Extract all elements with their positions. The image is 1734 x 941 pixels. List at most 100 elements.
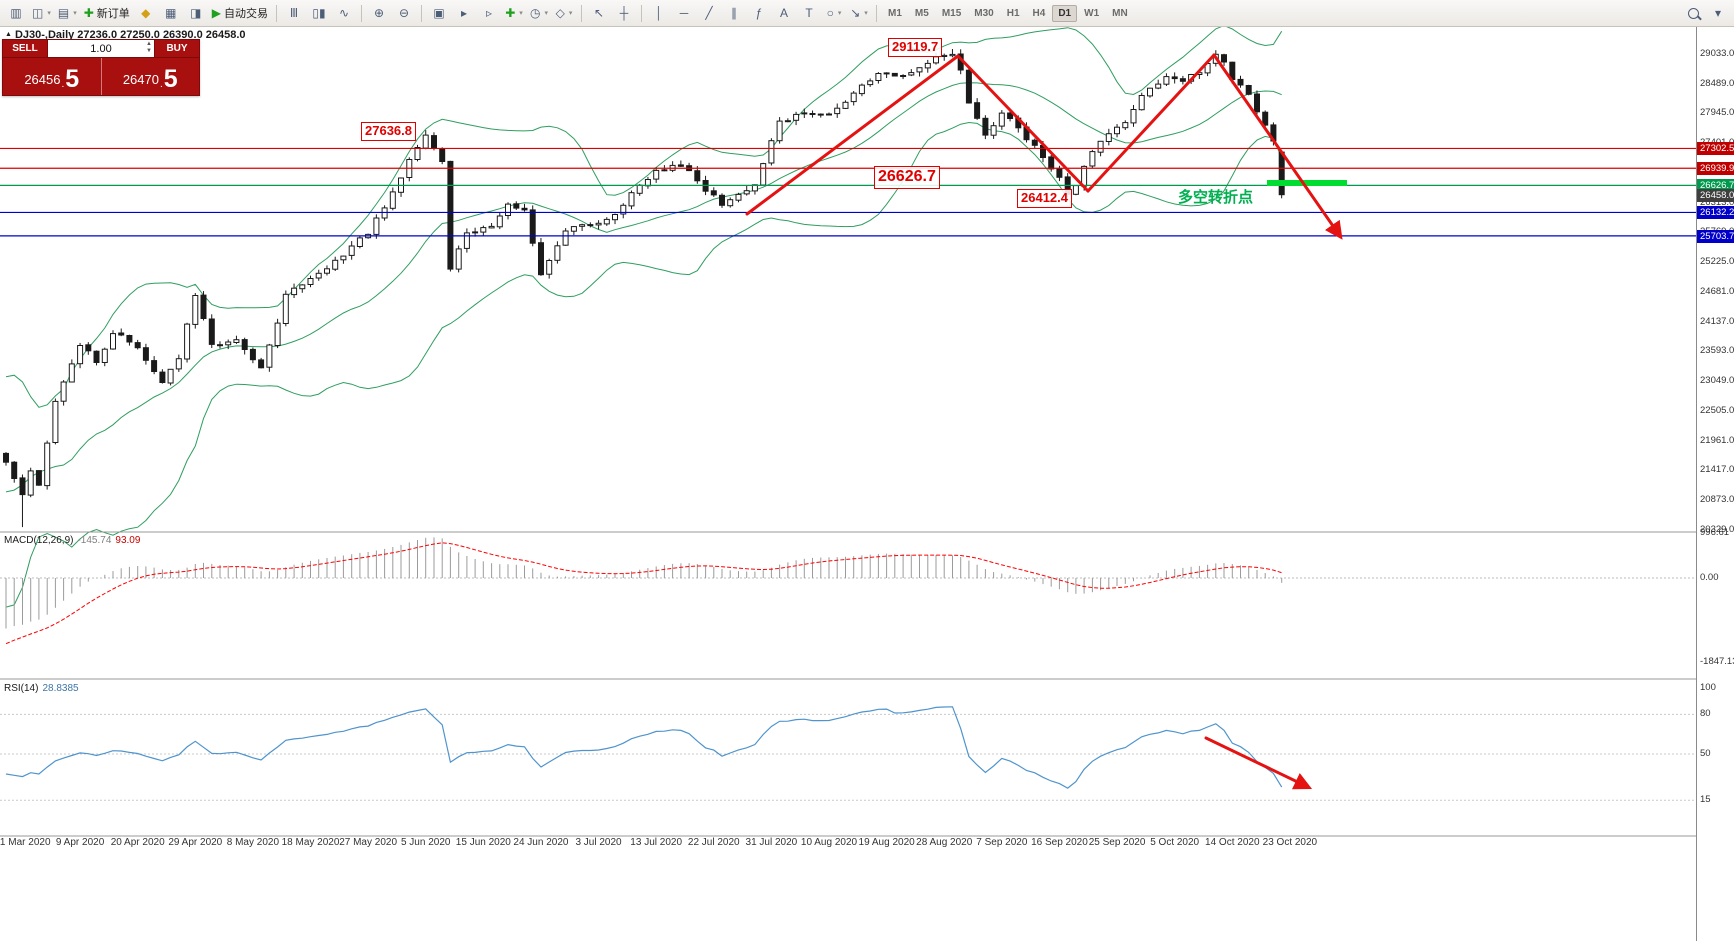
price-divider (100, 58, 102, 95)
add-indicator-icon[interactable]: ✚ ▾ (505, 6, 523, 20)
autotrade-button[interactable]: ▶ 自动交易 (211, 6, 269, 20)
zoom-in-icon[interactable]: ⊕ (373, 6, 385, 20)
annotation-price-label: 26626.7 (874, 166, 940, 189)
profiles-icon[interactable]: ▤ ▾ (57, 6, 77, 20)
price-axis-tick: 21417.0 (1700, 464, 1734, 476)
macd-value: -145.74 (77, 535, 112, 546)
volume-value: 1.00 (90, 42, 112, 55)
new-order-button[interactable]: ✚ 新订单 (83, 6, 130, 20)
mql5-community-icon[interactable]: ◆ (141, 6, 151, 20)
tile-windows-icon[interactable]: ▣ (433, 6, 445, 20)
date-label: 20 Apr 2020 (110, 837, 165, 848)
rsi-label: RSI(14) 28.8385 (4, 683, 79, 694)
volume-input[interactable]: 1.00 ▲ ▼ (47, 40, 155, 57)
search-icon[interactable] (1681, 3, 1705, 23)
chart-shift-icon[interactable]: ▹ (486, 6, 493, 20)
rsi-axis-tick: 15 (1700, 794, 1711, 806)
horizontal-level-lines (0, 147, 1696, 237)
price-tag: 25703.7 (1697, 229, 1734, 243)
price-axis-tick: 28489.0 (1700, 77, 1734, 89)
cursor-icon[interactable]: ↖ (593, 6, 605, 20)
rsi-down-arrow (1204, 736, 1313, 790)
crosshair-icon[interactable]: ┼ (619, 6, 629, 20)
market-watch-icon[interactable]: ▦ (165, 6, 177, 20)
new-chart-icon[interactable]: ◫ ▾ (32, 6, 51, 20)
macd-axis-tick: 996.61 (1700, 526, 1730, 538)
date-label: 10 Aug 2020 (800, 837, 858, 848)
equidistant-channel-icon[interactable]: ∥ (731, 6, 738, 20)
price-axis-tick: 20329.0 (1700, 523, 1734, 535)
price-tag: 26939.9 (1697, 162, 1734, 176)
volume-down-icon[interactable]: ▼ (146, 48, 152, 54)
date-label: 5 Jun 2020 (400, 837, 451, 848)
horizontal-line-icon[interactable]: ─ (679, 6, 689, 20)
fibonacci-icon[interactable]: ƒ (755, 6, 763, 20)
sell-button[interactable]: SELL (3, 40, 47, 57)
buy-price-button[interactable]: 26470. 5 (102, 58, 200, 95)
timeframe-m5[interactable]: M5 (914, 7, 929, 19)
price-axis-tick: 23049.0 (1700, 375, 1734, 387)
periods-icon[interactable]: ◷ ▾ (530, 6, 549, 20)
date-label: 19 Aug 2020 (858, 837, 915, 848)
price-axis-tick: 29033.0 (1700, 47, 1734, 59)
buy-price-pip: 5 (163, 65, 178, 93)
templates-icon[interactable]: ◇ ▾ (555, 6, 573, 20)
rsi-axis-tick: 50 (1700, 748, 1711, 759)
volume-up-icon[interactable]: ▲ (146, 41, 152, 47)
timeframe-m15[interactable]: M15 (941, 7, 962, 19)
date-label: 14 Oct 2020 (1205, 837, 1260, 848)
arrows-icon[interactable]: ↘ ▾ (850, 6, 868, 20)
price-chart-canvas[interactable] (0, 26, 1696, 941)
shapes-icon[interactable]: ○ ▾ (826, 6, 842, 20)
text-label-icon[interactable]: T (805, 6, 813, 20)
rsi-indicator (0, 706, 1696, 801)
symbol-marker-icon: ▲ (5, 31, 12, 38)
timeframe-w1[interactable]: W1 (1084, 7, 1100, 19)
date-label: 29 Apr 2020 (168, 837, 223, 848)
main-toolbar: ▥ ◫ ▾ ▤ ▾ ✚ 新订单 ◆ ▦ ◨ ▶ 自动交易 Ⅲ ▯▮ ∿ ⊕ ⊖ ▣ ▸ ▹ ✚ ▾ ◷ ▾ ◇ ▾ ↖ ┼ │ ─ ╱ ∥ ƒ A… (0, 0, 1734, 27)
timeframe-m30[interactable]: M30 (974, 7, 994, 19)
ohlc-text: DJ30-,Daily 27236.0 27250.0 26390.0 2645… (14, 29, 246, 41)
volume-stepper[interactable]: ▲ ▼ (146, 41, 152, 55)
candlestick-series (3, 49, 1285, 528)
chart-ohlc-line: ▲ DJ30-,Daily 27236.0 27250.0 26390.0 264… (5, 29, 246, 41)
date-label: 27 May 2020 (339, 837, 398, 848)
data-window-icon[interactable]: ◨ (190, 6, 202, 20)
text-icon[interactable]: A (780, 6, 789, 20)
macd-axis-tick: 0.00 (1700, 572, 1719, 583)
sell-price-button[interactable]: 26456. 5 (3, 58, 101, 95)
candlestick-chart-icon[interactable]: ▯▮ (312, 6, 326, 20)
timeframe-mn[interactable]: MN (1112, 7, 1128, 19)
auto-scroll-icon[interactable]: ▸ (461, 6, 468, 20)
toolbar-sep (581, 4, 583, 22)
timeframe-d1[interactable]: D1 (1052, 4, 1078, 22)
date-label: 31 Mar 2020 (0, 837, 51, 848)
timeframe-h4[interactable]: H4 (1032, 7, 1046, 19)
rsi-axis-tick: 100 (1700, 682, 1716, 693)
price-axis-tick: 26313.0 (1700, 196, 1734, 208)
price-axis-tick: 27945.0 (1700, 107, 1734, 119)
toolbar-overflow-icon[interactable]: ▾ (1714, 6, 1722, 20)
timeframe-h1[interactable]: H1 (1006, 7, 1020, 19)
date-label: 15 Jun 2020 (455, 837, 511, 848)
price-axis[interactable]: 29577.029033.028489.027945.027401.026857… (1696, 26, 1734, 941)
macd-indicator (0, 537, 1696, 645)
price-axis-tick: 29577.0 (1700, 26, 1734, 29)
vertical-line-icon[interactable]: │ (655, 6, 663, 20)
timeframe-m1[interactable]: M1 (888, 7, 902, 19)
zoom-out-icon[interactable]: ⊖ (398, 6, 410, 20)
toolbar-sep (276, 4, 278, 22)
rsi-value: 28.8385 (42, 683, 79, 694)
date-label: 28 Aug 2020 (916, 837, 973, 848)
price-axis-tick: 25225.0 (1700, 256, 1734, 268)
bar-chart-icon[interactable]: Ⅲ (289, 6, 299, 20)
chart-window-icon[interactable]: ▥ (10, 6, 22, 20)
trendline-icon[interactable]: ╱ (705, 6, 713, 20)
macd-label: MACD(12,26,9) -145.74 93.09 (4, 535, 140, 546)
date-label: 22 Jul 2020 (687, 837, 740, 848)
line-chart-icon[interactable]: ∿ (338, 6, 350, 20)
buy-button[interactable]: BUY (155, 40, 199, 57)
price-axis-tick: 23593.0 (1700, 345, 1734, 357)
chart-window[interactable]: ▲ DJ30-,Daily 27236.0 27250.0 26390.0 264… (0, 26, 1734, 941)
